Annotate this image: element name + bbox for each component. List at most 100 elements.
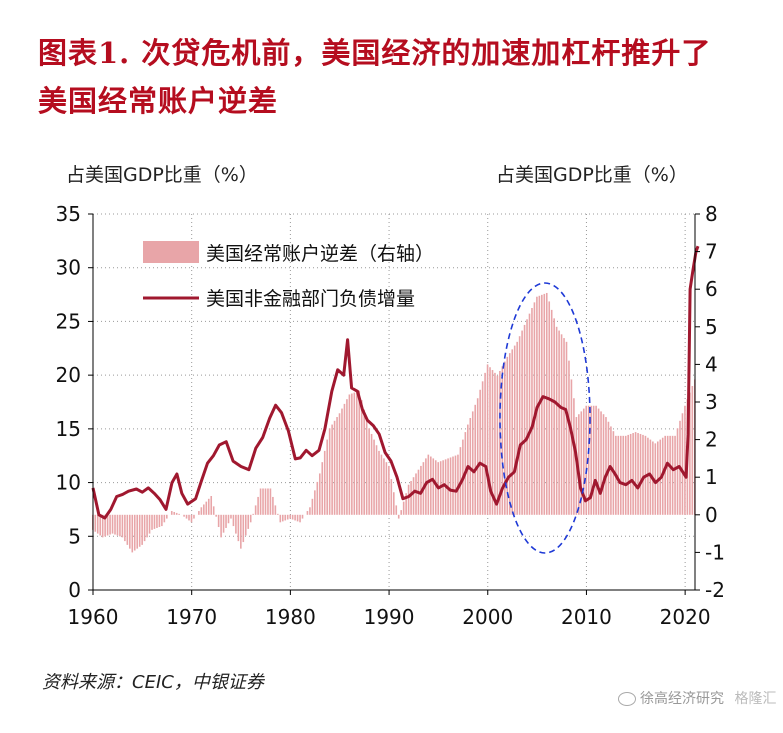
bar (353, 392, 356, 515)
bar (558, 330, 560, 515)
bar (671, 435, 674, 515)
bar (469, 417, 472, 515)
bar (161, 514, 163, 527)
bar (119, 514, 121, 537)
bar (309, 507, 311, 515)
left-tick-label: 0 (68, 578, 81, 602)
bar (370, 433, 373, 515)
left-tick-label: 35 (56, 202, 81, 226)
bar (397, 514, 400, 519)
bar (430, 456, 432, 515)
bar (94, 514, 97, 532)
bar (242, 514, 245, 543)
source-note: 资料来源：CEIC，中银证券 (42, 672, 264, 693)
bar (476, 398, 479, 515)
bar (629, 433, 632, 515)
bar (457, 454, 459, 515)
bar (212, 506, 215, 515)
bar (454, 455, 457, 515)
bar (432, 458, 435, 515)
bar (555, 326, 558, 515)
bar (378, 450, 380, 515)
bar (590, 405, 592, 515)
bar (318, 473, 321, 515)
bar (116, 514, 119, 536)
bar (568, 360, 570, 515)
bar (101, 514, 104, 538)
bar (109, 514, 111, 535)
bar (400, 510, 403, 515)
watermark: 徐高经济研究 格隆汇 (618, 688, 776, 708)
bar (592, 405, 595, 515)
bar (121, 514, 124, 538)
bar (415, 473, 417, 515)
right-axis-label: 占美国GDP比重（%） (496, 164, 688, 186)
bar (605, 417, 607, 515)
bar (410, 480, 412, 515)
bar (230, 514, 232, 519)
right-tick-label: 2 (705, 428, 718, 452)
bar (582, 408, 585, 515)
bar (185, 514, 188, 519)
bar (691, 386, 694, 515)
left-tick-label: 10 (56, 471, 81, 495)
bar (513, 345, 516, 515)
bar (624, 435, 627, 515)
bar (363, 409, 365, 515)
bar (531, 308, 533, 515)
bar (96, 514, 99, 534)
bar (151, 514, 153, 530)
bar (277, 513, 279, 515)
bar (131, 514, 134, 553)
bar (375, 445, 378, 515)
bar (163, 514, 166, 523)
bar (358, 390, 361, 515)
bar (595, 405, 597, 515)
x-tick-label: 2020 (660, 605, 711, 629)
bar (388, 465, 390, 515)
bar (484, 372, 486, 515)
bar (521, 330, 523, 515)
bar (545, 292, 548, 515)
bar (504, 361, 506, 515)
left-tick-label: 5 (68, 524, 81, 548)
left-tick-label: 15 (56, 417, 81, 441)
highlight-ellipse (499, 282, 591, 554)
bar (225, 514, 227, 528)
bar (684, 405, 686, 515)
bar (244, 514, 247, 536)
bar (203, 504, 205, 515)
bar (669, 435, 671, 515)
bar (348, 394, 351, 515)
bar (247, 514, 250, 529)
bar (279, 514, 282, 523)
bar (343, 403, 346, 515)
watermark-text: 徐高经济研究 (640, 691, 724, 707)
right-tick-label: 5 (705, 315, 718, 339)
bar (296, 514, 299, 522)
x-tick-label: 1990 (364, 605, 415, 629)
bar (257, 496, 259, 515)
bar (289, 514, 291, 519)
bar (222, 514, 225, 533)
bar (198, 511, 200, 515)
bar (533, 302, 536, 515)
bar (175, 512, 178, 515)
bar (178, 513, 180, 515)
bar (158, 514, 161, 528)
bar (412, 477, 415, 515)
bar (173, 511, 176, 515)
bar (301, 514, 304, 519)
x-tick-label: 1980 (265, 605, 316, 629)
bar (597, 408, 600, 515)
bar (689, 392, 691, 515)
bar (146, 514, 148, 538)
bar (373, 439, 375, 515)
bar (190, 514, 193, 523)
bar (284, 514, 287, 521)
bar (602, 414, 605, 515)
bar (183, 514, 185, 517)
right-tick-label: 7 (705, 240, 718, 264)
x-tick-label: 2010 (561, 605, 612, 629)
bar (449, 457, 452, 515)
